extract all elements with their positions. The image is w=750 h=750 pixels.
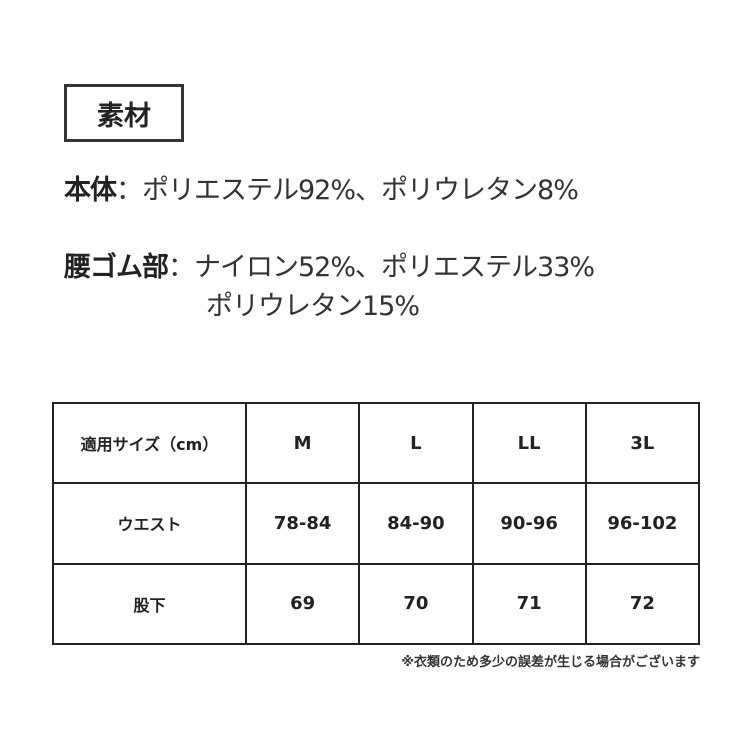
section-title: 素材 [64, 84, 184, 142]
header-cell: L [358, 401, 474, 485]
material-separator: ： [168, 252, 195, 283]
material-value: ポリエステル92%、ポリウレタン8% [142, 175, 579, 206]
table-row: ウエスト 78-84 84-90 90-96 96-102 [52, 482, 701, 565]
table-row: 股下 69 70 71 72 [52, 562, 701, 646]
table-cell: 71 [471, 562, 587, 646]
material-waistband: 腰ゴム部：ナイロン52%、ポリエステル33% [64, 245, 595, 284]
table-cell: 72 [584, 562, 701, 646]
header-cell: M [244, 401, 361, 485]
header-cell: LL [471, 401, 587, 485]
table-cell: 96-102 [584, 482, 701, 565]
material-body: 本体：ポリエステル92%、ポリウレタン8% [64, 168, 579, 207]
table-cell: 84-90 [358, 482, 474, 565]
material-value: ナイロン52%、ポリエステル33% [194, 252, 595, 283]
material-label: 本体 [64, 175, 117, 206]
header-cell: 3L [584, 401, 701, 485]
size-table: 適用サイズ（cm） M L LL 3L ウエスト 78-84 84-90 90-… [52, 401, 701, 646]
table-cell: 78-84 [244, 482, 361, 565]
row-label: ウエスト [52, 482, 247, 565]
table-header-row: 適用サイズ（cm） M L LL 3L [52, 401, 701, 485]
row-label: 股下 [52, 562, 247, 646]
disclaimer-note: ※衣類のため多少の誤差が生じる場合がございます [401, 655, 700, 670]
header-cell: 適用サイズ（cm） [52, 401, 247, 485]
table-cell: 90-96 [471, 482, 587, 565]
table-cell: 70 [358, 562, 474, 646]
table-cell: 69 [244, 562, 361, 646]
material-separator: ： [116, 175, 143, 206]
material-value-continued: ポリウレタン15% [206, 291, 420, 322]
material-label: 腰ゴム部 [64, 252, 169, 283]
